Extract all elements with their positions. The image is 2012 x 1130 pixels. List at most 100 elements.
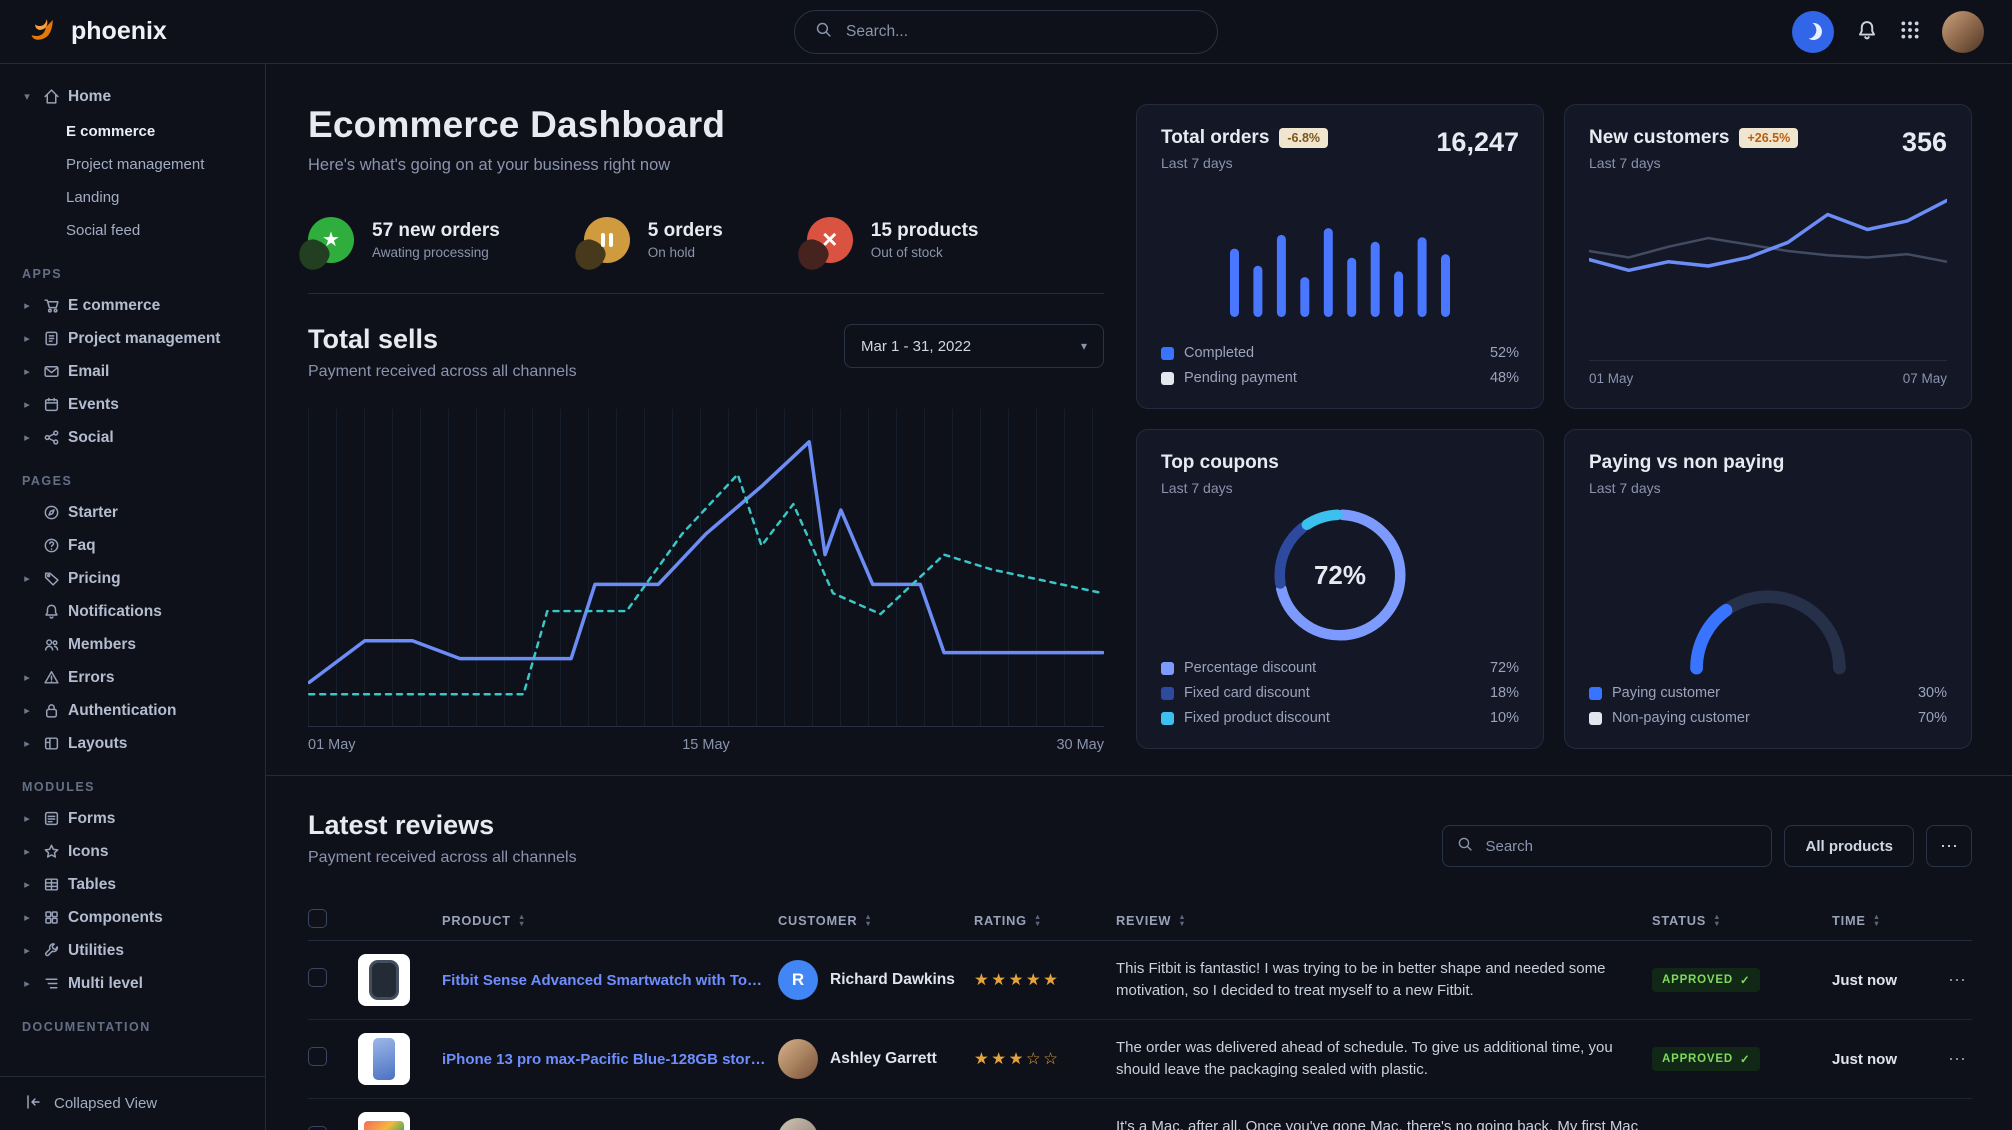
notifications-button[interactable] bbox=[1856, 19, 1878, 44]
top-coupons-donut-chart bbox=[1274, 509, 1406, 641]
caret-right-icon: ▸ bbox=[24, 399, 30, 411]
legend-item: Pending payment 48% bbox=[1161, 370, 1519, 386]
caret-right-icon: ▸ bbox=[24, 672, 30, 684]
row-menu-button[interactable]: ⋯ bbox=[1942, 1049, 1972, 1070]
sort-icon: ▲ ▼ bbox=[1872, 912, 1882, 928]
sidebar-item-authentication[interactable]: ▸ Authentication bbox=[10, 694, 255, 727]
product-link[interactable]: Fitbit Sense Advanced Smartwatch with To… bbox=[442, 971, 768, 989]
sidebar-item-utilities[interactable]: ▸ Utilities bbox=[10, 934, 255, 967]
sidebar-item-layouts[interactable]: ▸ Layouts bbox=[10, 727, 255, 760]
product-link[interactable]: iPhone 13 pro max-Pacific Blue-128GB sto… bbox=[442, 1050, 768, 1068]
sidebar-item-ecommerce[interactable]: E commerce bbox=[66, 123, 156, 140]
sidebar-item-apps-events[interactable]: ▸ Events bbox=[10, 388, 255, 421]
row-menu-button[interactable]: ⋯ bbox=[1942, 970, 1972, 991]
global-search-input[interactable] bbox=[844, 21, 1197, 42]
products-filter-button[interactable]: All products bbox=[1784, 825, 1914, 867]
review-time: Just now bbox=[1832, 1050, 1898, 1068]
sidebar-item-icons[interactable]: ▸ Icons bbox=[10, 835, 255, 868]
table-row: It's a Mac, after all. Once you've gone … bbox=[308, 1099, 1972, 1130]
brand-logo[interactable]: phoenix bbox=[28, 12, 167, 51]
table-row: iPhone 13 pro max-Pacific Blue-128GB sto… bbox=[308, 1020, 1972, 1099]
sidebar-item-apps-email[interactable]: ▸ Email bbox=[10, 355, 255, 388]
main-content: Ecommerce Dashboard Here's what's going … bbox=[266, 64, 2012, 1130]
apps-grid-icon bbox=[1900, 20, 1920, 43]
sidebar-item-apps-social[interactable]: ▸ Social bbox=[10, 421, 255, 454]
tag-icon bbox=[42, 570, 60, 587]
sidebar-item-multi-level[interactable]: ▸ Multi level bbox=[10, 967, 255, 1000]
rating-stars: ★★★★★ bbox=[974, 971, 1061, 989]
product-thumbnail[interactable] bbox=[358, 1033, 410, 1085]
form-icon bbox=[42, 810, 60, 827]
sidebar-item-notifications[interactable]: Notifications bbox=[10, 595, 255, 628]
caret-down-icon: ▾ bbox=[24, 91, 30, 103]
global-search[interactable] bbox=[794, 9, 1218, 54]
caret-right-icon: ▸ bbox=[24, 366, 30, 378]
card-total-orders: Total orders -6.8% Last 7 days 16,247 Co… bbox=[1136, 104, 1544, 409]
caret-right-icon: ▸ bbox=[24, 813, 30, 825]
column-header-product[interactable]: PRODUCT ▲ ▼ bbox=[442, 912, 527, 928]
sidebar-item-forms[interactable]: ▸ Forms bbox=[10, 802, 255, 835]
apps-menu-button[interactable] bbox=[1900, 20, 1920, 43]
reviews-more-button[interactable]: ⋯ bbox=[1926, 825, 1972, 867]
legend-bullet bbox=[1161, 686, 1174, 700]
column-header-rating[interactable]: RATING ▲ ▼ bbox=[974, 912, 1043, 928]
search-icon bbox=[1457, 836, 1473, 857]
mail-icon bbox=[42, 363, 60, 380]
legend-bullet bbox=[1161, 346, 1174, 360]
column-header-status[interactable]: STATUS ▲ ▼ bbox=[1652, 912, 1722, 928]
legend-item: Non-paying customer 70% bbox=[1589, 710, 1947, 726]
column-header-time[interactable]: TIME ▲ ▼ bbox=[1832, 912, 1882, 928]
sidebar-item-errors[interactable]: ▸ Errors bbox=[10, 661, 255, 694]
legend-item: Completed 52% bbox=[1161, 345, 1519, 361]
legend-bullet bbox=[1161, 661, 1174, 675]
question-circle-icon bbox=[42, 537, 60, 554]
select-all-checkbox[interactable] bbox=[308, 908, 327, 928]
legend-bullet bbox=[1589, 686, 1602, 700]
column-header-review[interactable]: REVIEW ▲ ▼ bbox=[1116, 912, 1187, 928]
reviews-search-input[interactable] bbox=[1483, 836, 1758, 856]
sidebar-item-apps-project-management[interactable]: ▸ Project management bbox=[10, 322, 255, 355]
sidebar-item-starter[interactable]: Starter bbox=[10, 496, 255, 529]
product-thumbnail[interactable] bbox=[358, 954, 410, 1006]
row-checkbox[interactable] bbox=[308, 968, 327, 987]
sidebar-item-components[interactable]: ▸ Components bbox=[10, 901, 255, 934]
table-row: Fitbit Sense Advanced Smartwatch with To… bbox=[308, 941, 1972, 1020]
home-submenu: E commerce Project management Landing So… bbox=[10, 115, 255, 247]
pause-badge-icon bbox=[583, 217, 630, 263]
dashboard-left-column: Ecommerce Dashboard Here's what's going … bbox=[308, 104, 1104, 753]
cart-icon bbox=[42, 297, 60, 314]
paying-gauge-chart bbox=[1690, 590, 1846, 675]
theme-toggle-button[interactable] bbox=[1792, 10, 1834, 53]
caret-right-icon: ▸ bbox=[24, 978, 30, 990]
sidebar-item-landing[interactable]: Landing bbox=[66, 189, 120, 206]
sidebar-item-tables[interactable]: ▸ Tables bbox=[10, 868, 255, 901]
row-menu-button[interactable]: ⋯ bbox=[1942, 1128, 1972, 1130]
user-avatar[interactable] bbox=[1942, 10, 1984, 53]
compass-icon bbox=[42, 504, 60, 521]
card-title: Total orders bbox=[1161, 127, 1270, 148]
row-checkbox[interactable] bbox=[308, 1047, 327, 1066]
sidebar: ▾ Home E commerce Project management Lan… bbox=[0, 64, 266, 1130]
collapse-sidebar-button[interactable]: Collapsed View bbox=[0, 1076, 266, 1130]
star-badge-icon: ★ bbox=[308, 217, 354, 263]
stat-orders-on-hold: 5 orders On hold bbox=[583, 217, 723, 263]
reviews-search[interactable] bbox=[1442, 825, 1773, 867]
sidebar-item-faq[interactable]: Faq bbox=[10, 529, 255, 562]
product-thumbnail[interactable] bbox=[358, 1112, 410, 1130]
trend-badge: +26.5% bbox=[1739, 128, 1799, 148]
date-range-select[interactable]: Mar 1 - 31, 2022 ▾ bbox=[844, 324, 1104, 368]
sidebar-item-members[interactable]: Members bbox=[10, 628, 255, 661]
sidebar-item-apps-ecommerce[interactable]: ▸ E commerce bbox=[10, 289, 255, 322]
caret-right-icon: ▸ bbox=[24, 912, 30, 924]
lock-icon bbox=[42, 702, 60, 719]
caret-right-icon: ▸ bbox=[24, 573, 30, 585]
sidebar-item-social-feed[interactable]: Social feed bbox=[66, 222, 141, 239]
sidebar-item-project-management[interactable]: Project management bbox=[66, 156, 205, 173]
card-title: Top coupons bbox=[1161, 452, 1279, 473]
sidebar-item-home[interactable]: ▾ Home bbox=[10, 80, 255, 113]
sidebar-item-pricing[interactable]: ▸ Pricing bbox=[10, 562, 255, 595]
page-subtitle: Here's what's going on at your business … bbox=[308, 156, 671, 174]
sort-icon: ▲ ▼ bbox=[1033, 912, 1043, 928]
row-checkbox[interactable] bbox=[308, 1126, 327, 1130]
column-header-customer[interactable]: CUSTOMER ▲ ▼ bbox=[778, 912, 873, 928]
